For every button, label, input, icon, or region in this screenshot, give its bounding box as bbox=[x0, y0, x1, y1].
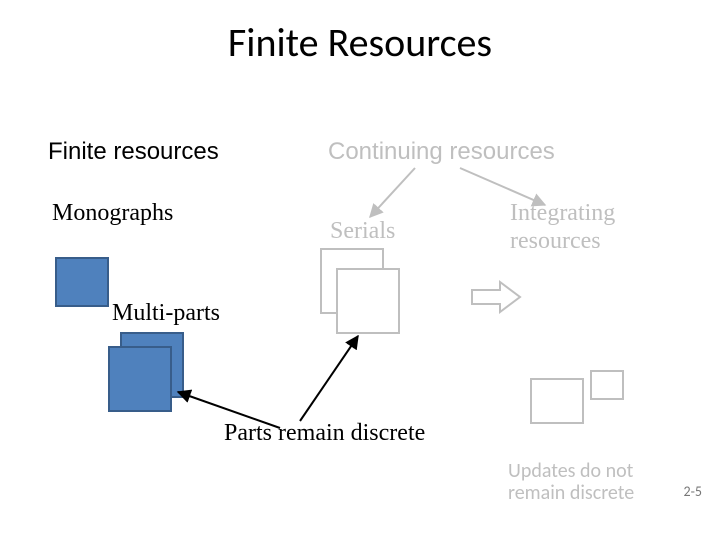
label-monographs: Monographs bbox=[52, 200, 173, 227]
label-integrating-resources: Integrating resources bbox=[510, 200, 670, 255]
integrating-box-big bbox=[530, 378, 584, 424]
label-continuing-resources: Continuing resources bbox=[328, 138, 555, 166]
label-finite-resources: Finite resources bbox=[48, 138, 219, 166]
integrating-box-small bbox=[590, 370, 624, 400]
arrow-cont-to-serials bbox=[370, 168, 415, 217]
updates-line2: remain discrete bbox=[508, 481, 634, 505]
label-multiparts: Multi-parts bbox=[112, 300, 220, 327]
updates-line1: Updates do not bbox=[508, 459, 633, 483]
label-serials: Serials bbox=[330, 218, 395, 245]
page-number: 2-5 bbox=[684, 483, 702, 500]
slide-stage: Finite Resources Finite resources Contin… bbox=[0, 0, 720, 540]
serials-box-front bbox=[336, 268, 400, 334]
label-updates-not-discrete: Updates do not remain discrete bbox=[508, 460, 634, 504]
label-parts-remain-discrete: Parts remain discrete bbox=[224, 420, 425, 447]
block-arrow-icon bbox=[472, 282, 520, 312]
monograph-box bbox=[55, 257, 109, 307]
arrow-parts-to-serials bbox=[300, 336, 358, 421]
multipart-box-front bbox=[108, 346, 172, 412]
slide-title: Finite Resources bbox=[0, 18, 720, 67]
